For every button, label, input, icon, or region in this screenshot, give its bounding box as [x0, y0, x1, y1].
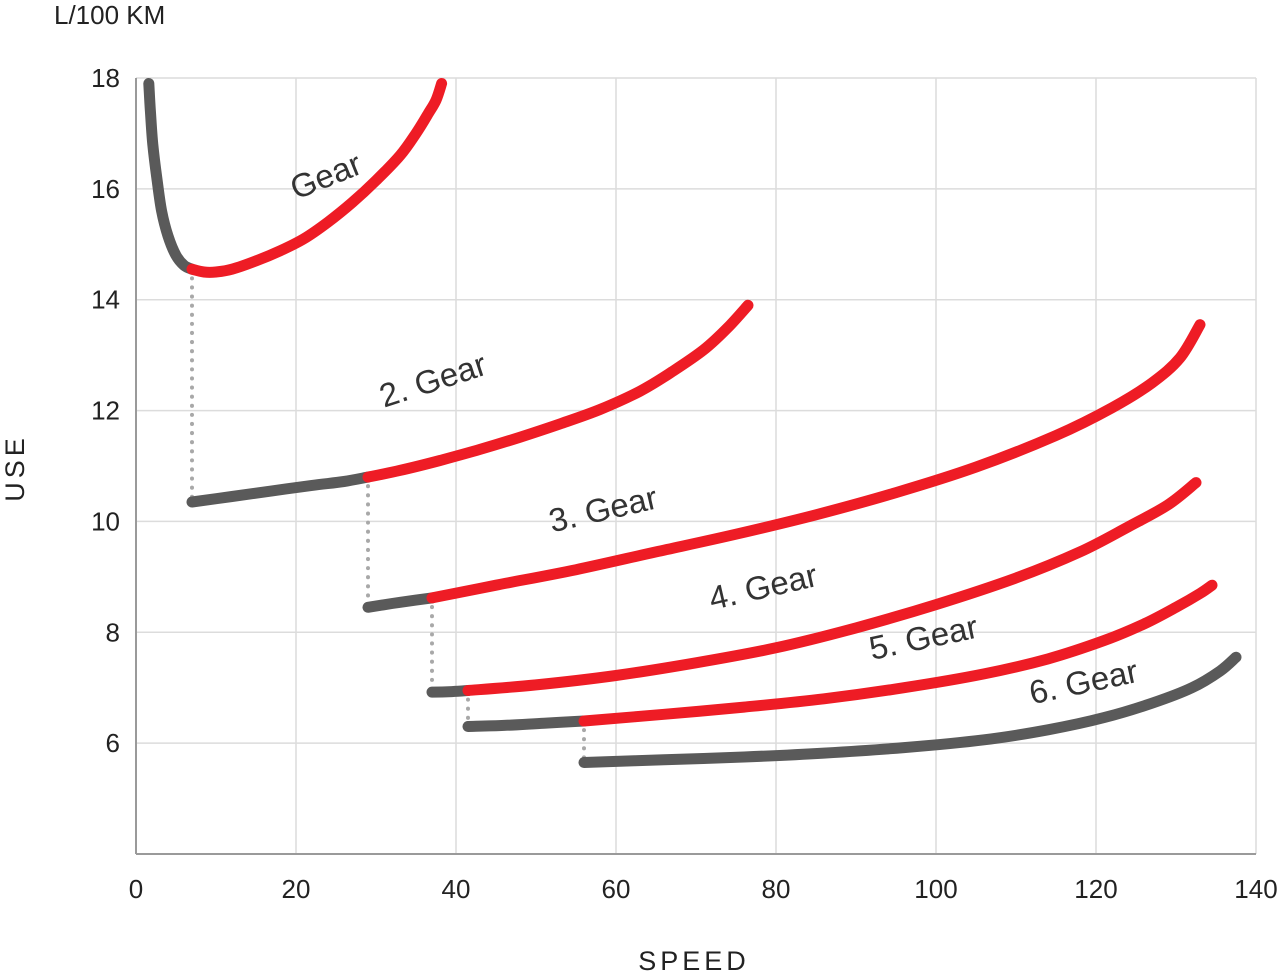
x-tick-labels: 0 20 40 60 80 100 120 140 [129, 874, 1278, 904]
gear-5-optimal-segment-2 [578, 579, 1218, 727]
gear-1-suboptimal-segment-1 [143, 78, 198, 275]
gear-2-optimal-segment-2 [362, 299, 754, 483]
gear-curve-2 [186, 299, 754, 508]
gear-curves [143, 78, 1242, 768]
unit-label: L/100 KM [54, 0, 165, 30]
y-tick-label-4: 14 [91, 285, 120, 315]
gear-5-suboptimal-segment-1 [462, 715, 590, 732]
gear-3-suboptimal-segment-1 [362, 592, 438, 613]
y-tick-label-1: 8 [106, 617, 120, 647]
gear-curve-5 [462, 579, 1218, 732]
gear-curve-1 [143, 78, 448, 278]
gear-curve-4 [426, 477, 1202, 698]
gear-1-optimal-segment-2 [186, 78, 448, 278]
gear-label-4: 4. Gear [705, 556, 821, 617]
x-tick-label-0: 0 [129, 874, 143, 904]
x-tick-label-5: 100 [914, 874, 957, 904]
x-tick-label-1: 20 [282, 874, 311, 904]
x-tick-label-4: 80 [762, 874, 791, 904]
gear-2-suboptimal-segment-1 [186, 471, 374, 508]
gear-shift-lines [190, 267, 586, 765]
axes [135, 78, 1256, 855]
x-tick-label-6: 120 [1074, 874, 1117, 904]
y-tick-label-3: 12 [91, 396, 120, 426]
gear-curve-6 [578, 651, 1242, 768]
y-tick-label-5: 16 [91, 174, 120, 204]
x-axis-title: SPEED [638, 946, 750, 972]
grid-lines [136, 77, 1257, 854]
gear-label-3: 3. Gear [545, 479, 661, 540]
x-tick-label-7: 140 [1234, 874, 1277, 904]
y-tick-label-6: 18 [91, 63, 120, 93]
y-axis-title: USE [0, 434, 30, 502]
y-tick-label-2: 10 [91, 506, 120, 536]
x-tick-label-2: 40 [442, 874, 471, 904]
y-tick-label-0: 6 [106, 728, 120, 758]
gear-4-optimal-segment-2 [462, 477, 1202, 696]
x-tick-label-3: 60 [602, 874, 631, 904]
gear-6-suboptimal-segment-1 [578, 651, 1242, 768]
y-tick-labels: 6 8 10 12 14 16 18 [91, 63, 120, 758]
gear-curve-3 [362, 319, 1206, 613]
gear-3-optimal-segment-2 [426, 319, 1206, 604]
gear-label-2: 2. Gear [375, 345, 491, 414]
